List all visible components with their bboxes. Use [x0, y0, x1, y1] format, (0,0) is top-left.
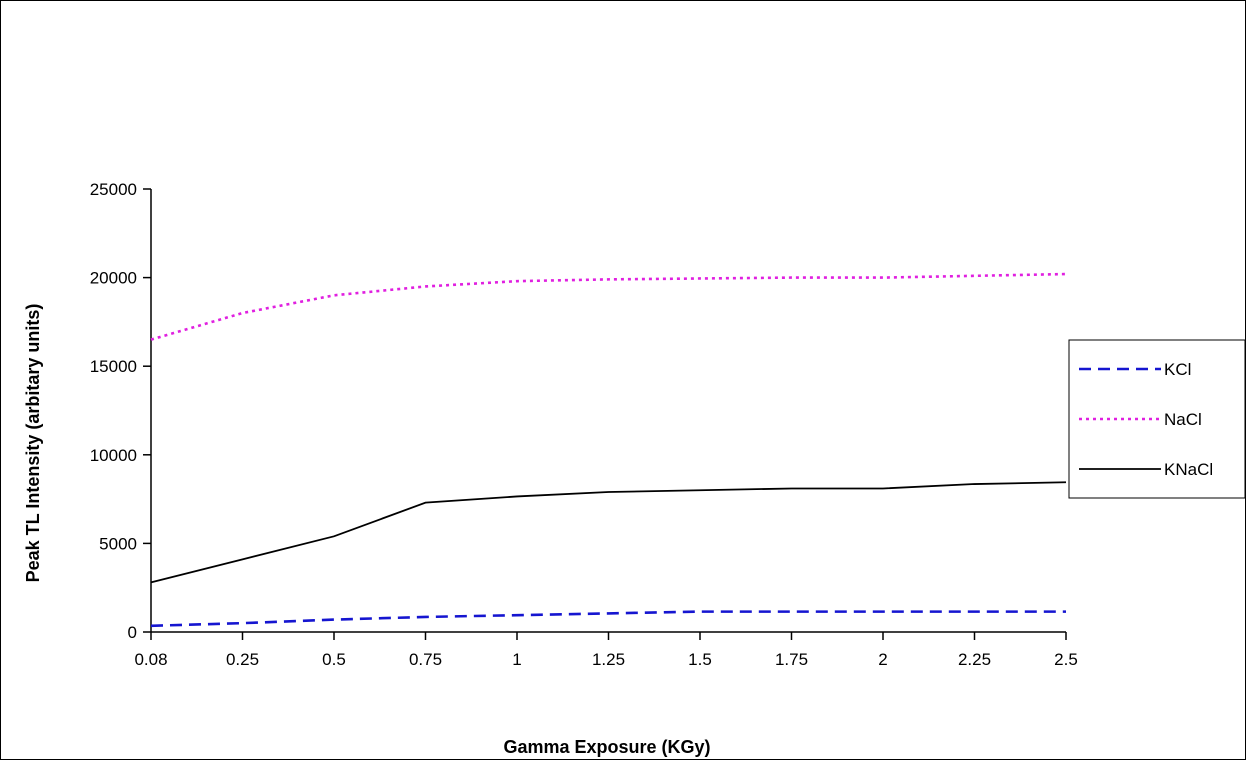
y-tick-label: 25000 — [90, 180, 137, 199]
y-tick-label: 15000 — [90, 357, 137, 376]
y-axis-title: Peak TL Intensity (arbitary units) — [23, 304, 43, 583]
series-layer — [150, 272, 1067, 628]
x-tick-label: 2 — [878, 650, 887, 669]
series-line-knacl — [150, 481, 1067, 584]
legend: KCl NaCl KNaCl — [1068, 339, 1246, 499]
y-tick-label: 20000 — [90, 269, 137, 288]
x-axis: 0.08 0.25 0.5 0.75 1 1.25 1.5 1.75 2 2.25 2.5 — [134, 631, 1078, 669]
y-axis: 0 5000 10000 15000 20000 25000 — [90, 180, 152, 642]
x-tick-label: 0.5 — [322, 650, 346, 669]
x-axis-title: Gamma Exposure (KGy) — [503, 737, 710, 757]
x-tick-label: 1 — [512, 650, 521, 669]
x-tick-label: 0.75 — [409, 650, 442, 669]
x-tick-label: 2.5 — [1054, 650, 1078, 669]
x-tick-label: 0.08 — [134, 650, 167, 669]
y-tick-label: 5000 — [99, 534, 137, 553]
legend-label-kcl: KCl — [1164, 360, 1191, 379]
x-tick-label: 2.25 — [958, 650, 991, 669]
x-tick-label: 1.5 — [688, 650, 712, 669]
x-tick-label: 0.25 — [226, 650, 259, 669]
y-tick-label: 0 — [128, 623, 137, 642]
series-line-nacl — [150, 272, 1067, 341]
series-line-kcl — [150, 610, 1066, 628]
legend-label-knacl: KNaCl — [1164, 460, 1213, 479]
x-tick-label: 1.25 — [592, 650, 625, 669]
legend-label-nacl: NaCl — [1164, 410, 1202, 429]
y-tick-label: 10000 — [90, 446, 137, 465]
x-tick-label: 1.75 — [775, 650, 808, 669]
